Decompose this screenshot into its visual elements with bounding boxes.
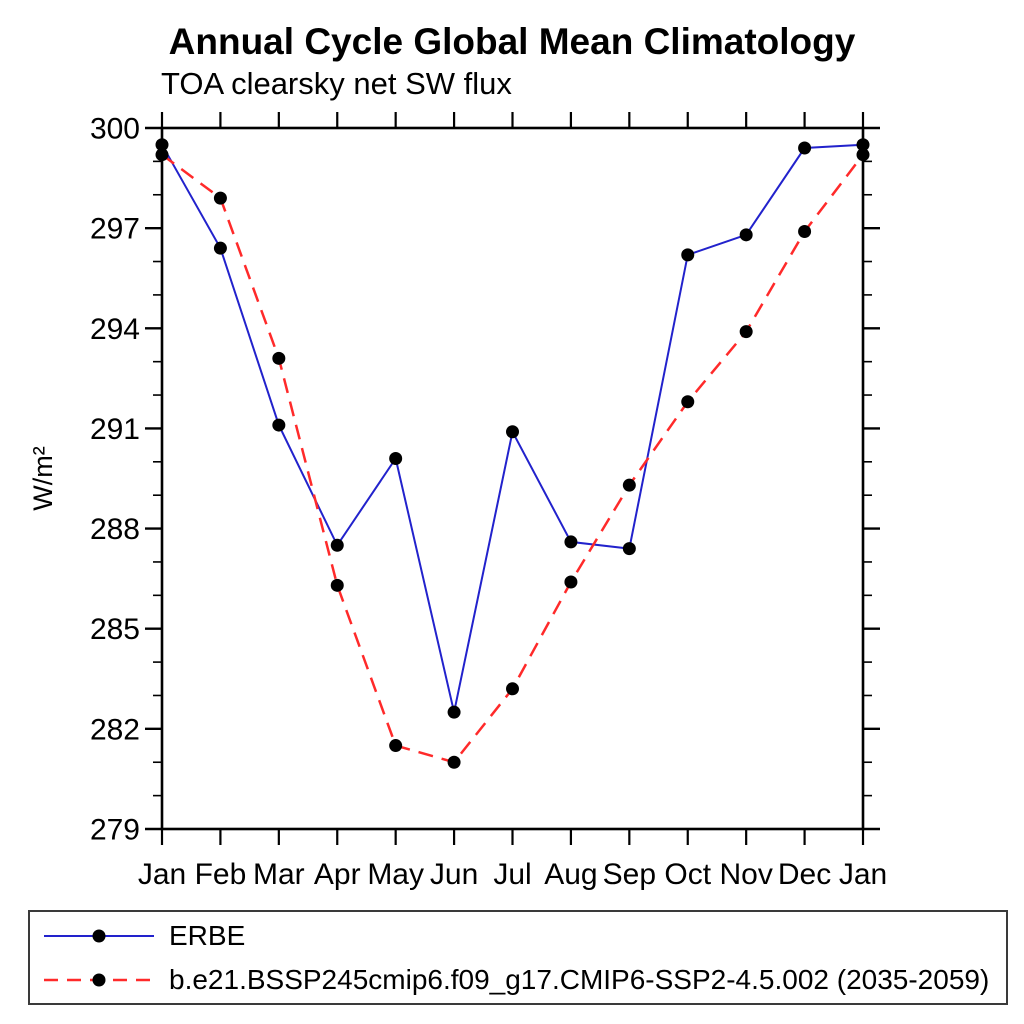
data-point-marker-0 (155, 138, 169, 152)
x-tick-label: Jan (839, 858, 887, 891)
data-point-marker-1 (330, 578, 344, 592)
x-tick-label: Sep (603, 858, 656, 891)
y-tick-label: 279 (90, 814, 140, 847)
y-tick-label: 282 (90, 713, 140, 746)
data-point-marker-1 (856, 148, 870, 162)
x-tick-label: Jan (138, 858, 186, 891)
legend-box: ERBE b.e21.BSSP245cmip6.f09_g17.CMIP6-SS… (28, 910, 1008, 1005)
y-axis-label: W/m² (28, 446, 58, 510)
legend-line-sample-erbe (44, 929, 154, 942)
x-tick-label: Mar (253, 858, 305, 891)
data-point-marker-0 (389, 451, 403, 465)
data-point-marker-1 (389, 739, 403, 753)
data-point-marker-1 (622, 478, 636, 492)
y-tick-label: 294 (90, 313, 140, 346)
data-point-marker-1 (447, 755, 461, 769)
x-tick-label: Jul (493, 858, 531, 891)
data-point-marker-0 (272, 418, 286, 432)
data-point-marker-0 (622, 542, 636, 556)
plot-frame (160, 126, 865, 831)
data-point-marker-0 (330, 538, 344, 552)
data-point-marker-1 (739, 325, 753, 339)
data-point-marker-0 (681, 248, 695, 262)
data-point-marker-0 (856, 138, 870, 152)
data-point-marker-1 (681, 395, 695, 409)
legend-item-erbe: ERBE (42, 916, 1006, 956)
data-point-marker-0 (739, 228, 753, 242)
legend-sample-marker-1 (92, 973, 106, 986)
data-point-marker-0 (213, 241, 227, 255)
x-tick-label: Jun (430, 858, 478, 891)
data-point-marker-0 (564, 535, 578, 549)
data-point-marker-1 (798, 224, 812, 238)
legend-label-model: b.e21.BSSP245cmip6.f09_g17.CMIP6-SSP2-4.… (169, 963, 990, 995)
y-tick-label: 291 (90, 413, 140, 446)
legend-item-model: b.e21.BSSP245cmip6.f09_g17.CMIP6-SSP2-4.… (42, 960, 1006, 1000)
x-tick-label: May (367, 858, 424, 891)
data-point-marker-1 (564, 575, 578, 589)
series-line-1 (161, 153, 864, 764)
y-tick-label: 300 (90, 113, 140, 146)
x-tick-label: Oct (664, 858, 711, 891)
chart-subtitle: TOA clearsky net SW flux (161, 66, 512, 101)
legend-sample-marker-0 (92, 929, 106, 942)
data-point-marker-1 (272, 351, 286, 365)
x-tick-label: Feb (195, 858, 247, 891)
x-tick-label: Aug (544, 858, 597, 891)
y-tick-label: 297 (90, 213, 140, 246)
x-tick-label: Nov (719, 858, 772, 891)
data-point-marker-0 (506, 425, 519, 439)
data-point-marker-1 (213, 191, 227, 205)
x-tick-label: Dec (778, 858, 831, 891)
x-tick-label: Apr (314, 858, 361, 891)
legend-line-sample-model (44, 973, 154, 986)
data-point-marker-1 (506, 682, 519, 696)
data-point-marker-1 (155, 148, 169, 162)
y-tick-label: 288 (90, 513, 140, 546)
y-tick-label: 285 (90, 613, 140, 646)
data-point-marker-0 (798, 141, 812, 155)
chart-title: Annual Cycle Global Mean Climatology (168, 21, 856, 62)
data-point-marker-0 (447, 705, 461, 719)
legend-label-erbe: ERBE (169, 919, 246, 951)
